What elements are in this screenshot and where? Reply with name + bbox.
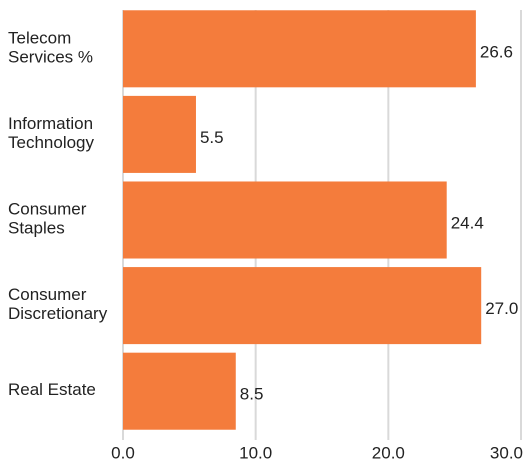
value-label: 5.5 bbox=[200, 128, 224, 147]
y-tick-label: Real Estate bbox=[8, 381, 96, 400]
bar bbox=[123, 95, 196, 173]
bar bbox=[123, 267, 482, 345]
y-tick-label-line: Consumer bbox=[8, 286, 87, 305]
x-tick-label: 10.0 bbox=[239, 443, 272, 462]
x-tick-label: 0.0 bbox=[111, 443, 135, 462]
value-label: 24.4 bbox=[451, 213, 484, 232]
bar bbox=[123, 181, 447, 259]
y-tick-label-line: Consumer bbox=[8, 200, 87, 219]
bar bbox=[123, 352, 236, 430]
y-tick-label-line: Services % bbox=[8, 48, 93, 67]
y-tick-label-line: Staples bbox=[8, 219, 65, 238]
y-tick-label: Information Technology bbox=[8, 114, 95, 152]
y-tick-label-line: Real Estate bbox=[8, 381, 96, 400]
y-tick-label-line: Telecom bbox=[8, 29, 71, 48]
value-label: 27.0 bbox=[485, 299, 518, 318]
y-tick-label-line: Technology bbox=[8, 133, 95, 152]
y-tick-label-line: Information bbox=[8, 114, 93, 133]
y-tick-label: Consumer Discretionary bbox=[8, 286, 108, 324]
bar bbox=[123, 10, 476, 88]
x-tick-label: 20.0 bbox=[372, 443, 405, 462]
value-label: 26.6 bbox=[480, 42, 513, 61]
y-tick-label: Telecom Services % bbox=[8, 29, 93, 67]
y-tick-label: Consumer Staples bbox=[8, 200, 87, 238]
y-tick-label-line: Discretionary bbox=[8, 305, 108, 324]
value-label: 8.5 bbox=[240, 385, 264, 404]
x-tick-label: 30.0 bbox=[490, 443, 523, 462]
